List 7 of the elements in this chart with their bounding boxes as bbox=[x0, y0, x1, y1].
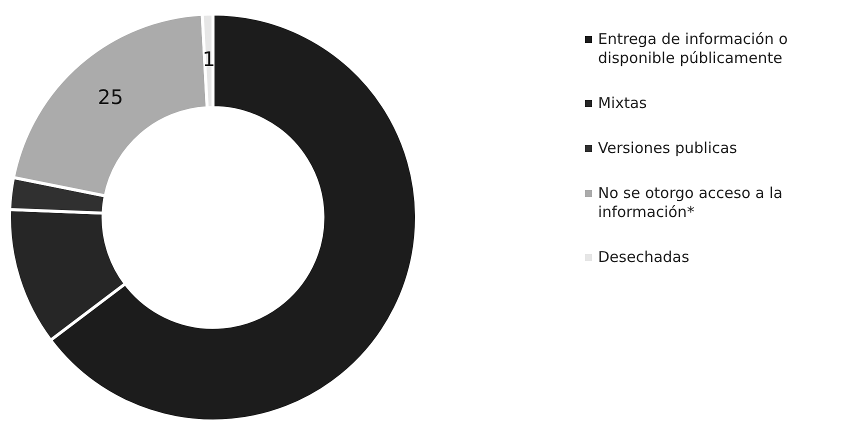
data-label: 25 bbox=[98, 85, 124, 110]
legend-label: Versiones publicas bbox=[598, 139, 738, 158]
legend-label: Entrega de información o disponible públicamente bbox=[598, 30, 789, 68]
legend-label: No se otorgo acceso a la información* bbox=[598, 184, 784, 222]
legend-label: Mixtas bbox=[598, 94, 647, 113]
data-label: 1 bbox=[202, 47, 216, 72]
legend-label: Desechadas bbox=[598, 248, 690, 267]
